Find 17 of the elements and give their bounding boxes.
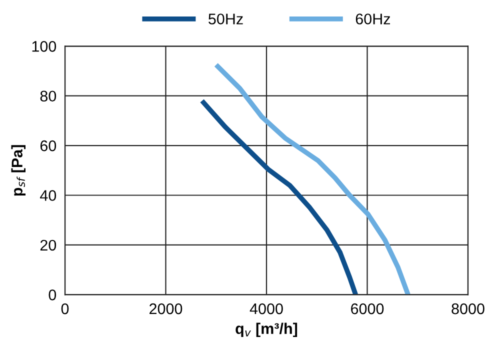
legend-label: 60Hz <box>356 14 390 24</box>
y-tick-label: 100 <box>32 41 56 52</box>
x-tick-label: 0 <box>61 303 69 314</box>
y-tick-label: 40 <box>40 190 56 201</box>
y-tick-label: 0 <box>48 290 56 300</box>
x-tick-label: 2000 <box>150 303 182 314</box>
y-tick-label: 60 <box>40 140 56 152</box>
y-axis-title: p$_{sf}$ [Pa] <box>11 145 26 196</box>
y-tick-label: 80 <box>40 90 56 102</box>
line-series <box>200 98 358 295</box>
y-tick-label: 20 <box>40 240 56 251</box>
x-tick-label: 8000 <box>452 303 484 314</box>
x-tick-label: 6000 <box>351 303 384 314</box>
legend-label: 50Hz <box>208 14 243 24</box>
x-axis-title: q$_{v}$ [m³/h] <box>236 322 298 338</box>
line-series <box>214 62 410 295</box>
x-tick-label: 4000 <box>250 303 283 314</box>
